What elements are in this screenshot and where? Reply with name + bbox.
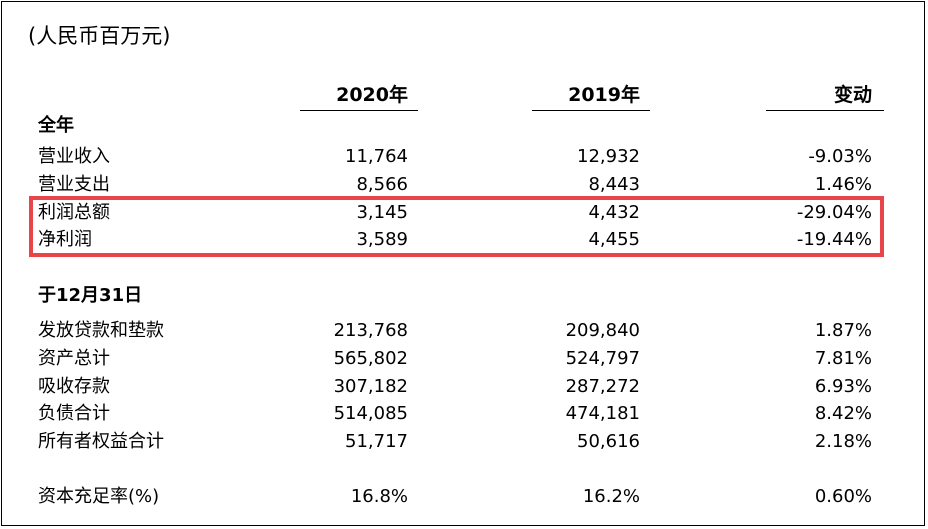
cell-2020: 3,145 [356,202,408,223]
cell-2020: 213,768 [333,320,408,341]
cell-2019: 524,797 [565,348,640,369]
row-label: 资本充足率(%) [38,486,160,507]
row-label: 营业支出 [38,174,110,195]
cell-change: 8.42% [814,403,872,424]
cell-change: 0.60% [814,486,872,507]
cell-change: -29.04% [796,202,872,223]
cell-2019: 474,181 [565,403,640,424]
cell-change: 6.93% [814,376,872,397]
cell-2019: 16.2% [582,486,640,507]
unit-label: (人民币百万元) [28,24,171,48]
section-title-full-year: 全年 [38,115,74,136]
section-title-year-end: 于12月31日 [38,285,143,306]
row-label: 营业收入 [38,146,110,167]
row-label: 发放贷款和垫款 [38,320,164,341]
cell-change: -19.44% [796,229,872,250]
cell-2019: 8,443 [588,174,640,195]
cell-change: 2.18% [814,431,872,452]
cell-2019: 287,272 [565,376,640,397]
cell-change: 7.81% [814,348,872,369]
cell-2019: 4,455 [588,229,640,250]
row-label: 净利润 [38,229,92,250]
header-rule-2020 [300,110,418,111]
cell-2020: 307,182 [333,376,408,397]
header-rule-2019 [532,110,650,111]
row-label: 资产总计 [38,348,110,369]
cell-2020: 3,589 [356,229,408,250]
cell-2019: 12,932 [577,146,640,167]
highlight-box [29,196,884,257]
column-header-change: 变动 [833,84,872,106]
cell-2020: 514,085 [333,403,408,424]
cell-change: -9.03% [808,146,872,167]
row-label: 利润总额 [38,202,110,223]
cell-2019: 50,616 [577,431,640,452]
cell-2020: 16.8% [350,486,408,507]
cell-2019: 4,432 [588,202,640,223]
cell-2020: 11,764 [345,146,408,167]
column-header-2020: 2020年 [336,84,408,106]
cell-2020: 51,717 [345,431,408,452]
row-label: 吸收存款 [38,376,110,397]
cell-2020: 565,802 [333,348,408,369]
column-header-2019: 2019年 [568,84,640,106]
cell-2020: 8,566 [356,174,408,195]
cell-change: 1.46% [814,174,872,195]
cell-change: 1.87% [814,320,872,341]
cell-2019: 209,840 [565,320,640,341]
row-label: 负债合计 [38,403,110,424]
row-label: 所有者权益合计 [38,431,164,452]
header-rule-change [766,110,884,111]
